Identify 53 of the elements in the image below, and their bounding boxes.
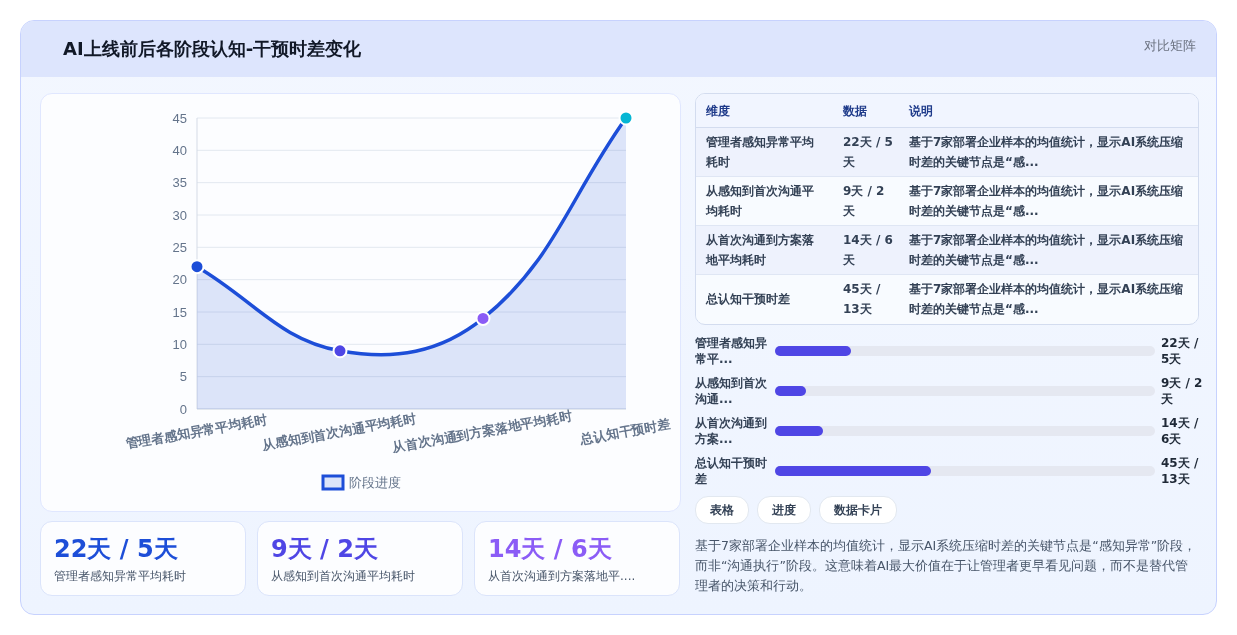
y-tick-label: 0 [179, 401, 187, 417]
data-label: 9天 / 2天 [1161, 375, 1203, 407]
text: 总认知干预时差 [706, 291, 790, 308]
y-tick-label: 10 [172, 336, 187, 352]
data-label: 22天 / 5天 [1161, 335, 1200, 367]
text: 14天 / 6天 [843, 232, 894, 269]
text: 9天 / 2天 [271, 534, 378, 565]
point [618, 110, 634, 126]
y-tick-label: 45 [172, 110, 187, 126]
bar [775, 426, 824, 436]
data-label: 45天 / 13天 [1161, 455, 1200, 487]
y-tick-label: 管理者感知异常平... [695, 335, 768, 367]
category-label: 管理者感知异常平均耗时 [54, 568, 186, 585]
x-tick-label: 总认知干预时差 [578, 416, 672, 448]
bar [775, 346, 852, 356]
category-label: 从感知到首次沟通平均耗时 [271, 568, 415, 585]
y-tick-label: 25 [172, 239, 187, 255]
text: 基于7家部署企业样本的均值统计，显示AI系统压缩时差的关键节点是“感... [909, 281, 1185, 318]
text: 9天 / 2天 [843, 183, 886, 220]
y-tick-label: 30 [172, 207, 187, 223]
point [332, 343, 348, 359]
y-tick-label: 15 [172, 304, 187, 320]
text: 对比矩阵 [1144, 38, 1196, 55]
data-label: 14天 / 6天 [1161, 415, 1200, 447]
category-label: 从首次沟通到方案落地平.... [488, 568, 636, 585]
text: 从感知到首次沟通平均耗时 [706, 183, 815, 220]
text: 基于7家部署企业样本的均值统计，显示AI系统压缩时差的关键节点是“感... [909, 183, 1185, 220]
y-tick-label: 20 [172, 272, 187, 288]
category-label: 数据 [843, 103, 867, 120]
category-label: 表格 [695, 496, 749, 524]
text: 14天 / 6天 [488, 534, 612, 565]
category-label: 进度 [757, 496, 811, 524]
point [475, 310, 491, 326]
category-label: 维度 [706, 103, 730, 120]
legend-label: 阶段进度 [349, 475, 401, 490]
text: 基于7家部署企业样本的均值统计，显示AI系统压缩时差的关键节点是“感... [909, 232, 1185, 269]
text: 基于7家部署企业样本的均值统计，显示AI系统压缩时差的关键节点是“感... [909, 134, 1185, 171]
y-tick-label: 从首次沟通到方案... [695, 415, 768, 447]
y-tick-label: 5 [179, 369, 187, 385]
text: 22天 / 5天 [843, 134, 894, 171]
text: 从首次沟通到方案落地平均耗时 [706, 232, 815, 269]
point [189, 259, 205, 275]
y-tick-label: 40 [172, 142, 187, 158]
category-label: 数据卡片 [819, 496, 897, 524]
text: 基于7家部署企业样本的均值统计，显示AI系统压缩时差的关键节点是“感知异常”阶段，而非“沟通执行”阶段。这意味着AI最大价值在于让管理者更早看见问题，而不是替代管理者的决策和行动。 [695, 537, 1198, 595]
text: 22天 / 5天 [54, 534, 178, 565]
y-tick-label: 35 [172, 175, 187, 191]
text: 45天 / 13天 [843, 281, 882, 318]
y-tick-label: 总认知干预时差 [695, 455, 768, 487]
chart-title: AI上线前后各阶段认知-干预时差变化 [63, 37, 362, 61]
y-tick-label: 从感知到首次沟通... [695, 375, 768, 407]
category-label: 说明 [909, 103, 933, 120]
text: 管理者感知异常平均耗时 [706, 134, 815, 171]
